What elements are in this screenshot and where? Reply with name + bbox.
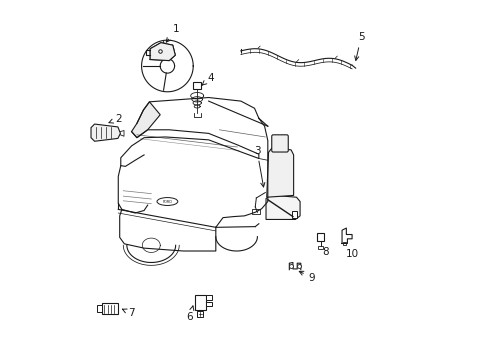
Polygon shape bbox=[266, 148, 293, 197]
Bar bbox=[97, 305, 102, 312]
Bar bbox=[205, 302, 212, 306]
Text: 3: 3 bbox=[253, 145, 264, 187]
Text: 6: 6 bbox=[186, 306, 193, 322]
Text: 9: 9 bbox=[299, 271, 315, 283]
Bar bbox=[318, 246, 322, 249]
Text: 8: 8 bbox=[322, 247, 328, 257]
Bar bbox=[251, 209, 260, 214]
Text: FORD: FORD bbox=[162, 199, 172, 203]
FancyBboxPatch shape bbox=[271, 135, 287, 152]
Bar bbox=[192, 82, 201, 89]
Polygon shape bbox=[131, 102, 160, 138]
Bar bbox=[205, 296, 212, 300]
Text: 5: 5 bbox=[354, 32, 364, 60]
Text: 10: 10 bbox=[346, 248, 359, 258]
Text: 2: 2 bbox=[109, 114, 122, 124]
Polygon shape bbox=[265, 195, 300, 220]
Bar bbox=[102, 303, 118, 315]
Text: 1: 1 bbox=[166, 24, 179, 42]
Polygon shape bbox=[150, 42, 175, 60]
Polygon shape bbox=[91, 124, 120, 141]
Bar bbox=[316, 233, 324, 241]
Ellipse shape bbox=[157, 198, 178, 206]
Bar bbox=[195, 295, 205, 310]
Text: 4: 4 bbox=[202, 73, 213, 85]
Bar bbox=[342, 242, 346, 245]
Bar bbox=[291, 211, 296, 218]
Text: 7: 7 bbox=[122, 309, 135, 318]
